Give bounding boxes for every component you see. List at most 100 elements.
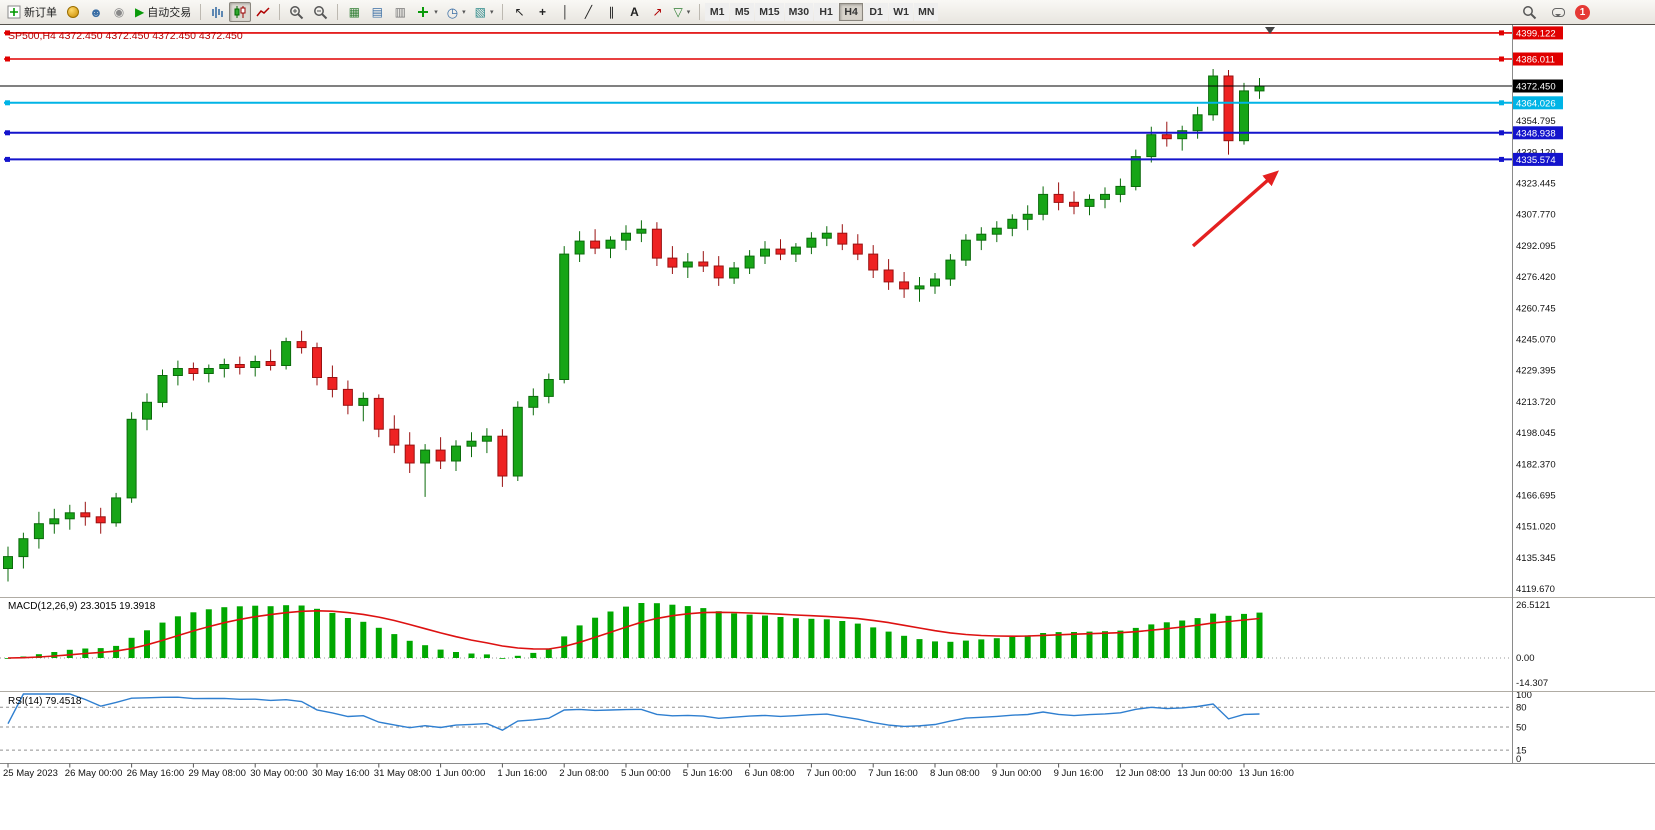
candlestick-chart-icon[interactable] bbox=[229, 2, 252, 22]
text-tool-icon[interactable]: A bbox=[630, 5, 639, 19]
timeframe-m1[interactable]: M1 bbox=[705, 3, 730, 21]
svg-text:4229.395: 4229.395 bbox=[1516, 366, 1556, 377]
svg-text:6 Jun 08:00: 6 Jun 08:00 bbox=[745, 768, 795, 779]
svg-text:1 Jun 00:00: 1 Jun 00:00 bbox=[436, 768, 486, 779]
profile-icon[interactable]: ☻ bbox=[89, 4, 103, 20]
svg-text:50: 50 bbox=[1516, 723, 1527, 734]
svg-text:29 May 08:00: 29 May 08:00 bbox=[188, 768, 246, 779]
svg-text:4245.070: 4245.070 bbox=[1516, 335, 1556, 346]
svg-text:12 Jun 08:00: 12 Jun 08:00 bbox=[1115, 768, 1170, 779]
svg-text:13 Jun 00:00: 13 Jun 00:00 bbox=[1177, 768, 1232, 779]
line-chart-icon[interactable] bbox=[252, 2, 274, 22]
svg-text:7 Jun 00:00: 7 Jun 00:00 bbox=[806, 768, 856, 779]
svg-text:4307.770: 4307.770 bbox=[1516, 210, 1556, 221]
timeframe-m30[interactable]: M30 bbox=[784, 3, 814, 21]
zoom-out-icon[interactable] bbox=[309, 2, 332, 22]
cascade-windows-icon[interactable]: ▤ bbox=[371, 5, 383, 19]
svg-text:4213.720: 4213.720 bbox=[1516, 397, 1556, 408]
rsi-panel: 100 80 50 150 bbox=[0, 690, 1532, 765]
timeframe-m5[interactable]: M5 bbox=[730, 3, 755, 21]
svg-text:4386.011: 4386.011 bbox=[1516, 55, 1555, 66]
market-watch-icon[interactable] bbox=[62, 2, 84, 22]
chart-svg[interactable]: 4354.795 4339.120 4323.445 4307.770 4292.095… bbox=[0, 25, 1655, 830]
svg-text:4166.695: 4166.695 bbox=[1516, 491, 1556, 502]
svg-text:4335.574: 4335.574 bbox=[1516, 155, 1556, 166]
search-icon[interactable] bbox=[1518, 2, 1541, 22]
timeframe-h4[interactable]: H4 bbox=[839, 3, 864, 21]
svg-text:2 Jun 08:00: 2 Jun 08:00 bbox=[559, 768, 609, 779]
autotrade-play-icon: ▶ bbox=[135, 5, 145, 19]
svg-text:5 Jun 00:00: 5 Jun 00:00 bbox=[621, 768, 671, 779]
cursor-icon[interactable]: ↖ bbox=[514, 5, 525, 19]
vertical-line-icon[interactable]: │ bbox=[561, 5, 570, 19]
svg-text:9 Jun 16:00: 9 Jun 16:00 bbox=[1054, 768, 1104, 779]
bid-price-badge bbox=[1513, 79, 1563, 93]
zoom-in-icon[interactable] bbox=[285, 2, 308, 22]
channel-icon[interactable]: ∥ bbox=[608, 5, 615, 19]
hline-4348.938[interactable]: 4348.938 bbox=[4, 126, 1563, 140]
svg-text:4372.450: 4372.450 bbox=[1516, 82, 1556, 93]
timeframe-d1[interactable]: D1 bbox=[864, 3, 889, 21]
trendline-icon[interactable]: ╱ bbox=[584, 5, 593, 19]
svg-text:26.5121: 26.5121 bbox=[1516, 600, 1550, 611]
svg-text:4354.795: 4354.795 bbox=[1516, 116, 1556, 127]
timeframe-mn[interactable]: MN bbox=[914, 3, 939, 21]
hline-4386.011[interactable]: 4386.011 bbox=[4, 52, 1563, 66]
tile-windows-icon[interactable]: ▦ bbox=[348, 5, 360, 19]
toolbar-separator bbox=[699, 4, 701, 20]
timeframe-m15[interactable]: M15 bbox=[755, 3, 784, 21]
toolbar: 新订单 ☻ ◉ ▶ 自动交易 ▦ ▤ ▥ ▾ ◷ ▾ ▧ ▾ ↖ + │ ╱ ∥ A… bbox=[0, 0, 1655, 25]
chart-shift-marker[interactable] bbox=[1265, 27, 1275, 34]
toolbar-separator bbox=[200, 4, 202, 20]
new-order-icon bbox=[7, 5, 21, 19]
shapes-icon[interactable]: ▽ ▾ bbox=[673, 5, 691, 19]
hline-4364.026[interactable]: 4364.026 bbox=[4, 96, 1563, 110]
svg-text:4292.095: 4292.095 bbox=[1516, 241, 1556, 252]
auto-trading-label: 自动交易 bbox=[147, 7, 192, 19]
svg-text:4364.026: 4364.026 bbox=[1516, 98, 1556, 109]
price-axis[interactable]: 4354.795 4339.120 4323.445 4307.770 4292.095… bbox=[1516, 116, 1556, 595]
timeframe-h1[interactable]: H1 bbox=[814, 3, 839, 21]
arrow-objects-icon[interactable]: ↗ bbox=[652, 5, 663, 19]
candles-series bbox=[3, 69, 1265, 582]
indicators-icon[interactable]: ▾ bbox=[412, 2, 442, 22]
trend-arrow[interactable] bbox=[1191, 170, 1280, 248]
svg-text:4198.045: 4198.045 bbox=[1516, 428, 1556, 439]
svg-text:9 Jun 00:00: 9 Jun 00:00 bbox=[992, 768, 1042, 779]
svg-text:4276.420: 4276.420 bbox=[1516, 272, 1556, 283]
svg-text:4182.370: 4182.370 bbox=[1516, 459, 1556, 470]
macd-indicator-label: MACD(12,26,9) 23.3015 19.3918 bbox=[8, 601, 156, 612]
svg-text:8 Jun 08:00: 8 Jun 08:00 bbox=[930, 768, 980, 779]
svg-text:26 May 16:00: 26 May 16:00 bbox=[127, 768, 185, 779]
periods-icon[interactable]: ◷ ▾ bbox=[446, 4, 466, 20]
auto-trading-button[interactable]: ▶ 自动交易 bbox=[131, 2, 195, 22]
notification-badge[interactable]: 1 bbox=[1575, 4, 1590, 20]
svg-text:26 May 00:00: 26 May 00:00 bbox=[65, 768, 123, 779]
templates-icon[interactable]: ▧ ▾ bbox=[474, 5, 494, 19]
svg-text:-14.307: -14.307 bbox=[1516, 678, 1548, 689]
community-icon[interactable]: ◉ bbox=[113, 5, 125, 19]
toolbar-separator bbox=[279, 4, 281, 20]
svg-text:0: 0 bbox=[1516, 754, 1521, 765]
svg-text:4348.938: 4348.938 bbox=[1516, 128, 1556, 139]
chart-window[interactable]: 4354.795 4339.120 4323.445 4307.770 4292.095… bbox=[0, 25, 1655, 830]
hline-4399.122[interactable]: 4399.122 bbox=[4, 26, 1563, 40]
svg-text:1 Jun 16:00: 1 Jun 16:00 bbox=[497, 768, 547, 779]
crosshair-icon[interactable]: + bbox=[538, 5, 546, 19]
svg-text:4119.670: 4119.670 bbox=[1516, 584, 1555, 595]
timeframe-w1[interactable]: W1 bbox=[889, 3, 914, 21]
svg-text:4339.120: 4339.120 bbox=[1516, 147, 1556, 158]
hline-4335.574[interactable]: 4335.574 bbox=[4, 152, 1563, 166]
chat-icon[interactable] bbox=[1547, 2, 1569, 22]
svg-text:15: 15 bbox=[1516, 746, 1527, 757]
toolbar-separator bbox=[502, 4, 504, 20]
new-order-button[interactable]: 新订单 bbox=[3, 2, 61, 22]
time-axis[interactable]: 25 May 2023 26 May 00:00 26 May 16:00 29 Ma… bbox=[3, 763, 1294, 780]
arrange-windows-icon[interactable]: ▥ bbox=[394, 5, 406, 19]
svg-text:4151.020: 4151.020 bbox=[1516, 522, 1556, 533]
toolbar-separator bbox=[337, 4, 339, 20]
svg-text:25 May 2023: 25 May 2023 bbox=[3, 768, 58, 779]
bar-chart-icon[interactable] bbox=[206, 2, 228, 22]
svg-text:30 May 00:00: 30 May 00:00 bbox=[250, 768, 308, 779]
svg-text:4260.745: 4260.745 bbox=[1516, 303, 1556, 314]
